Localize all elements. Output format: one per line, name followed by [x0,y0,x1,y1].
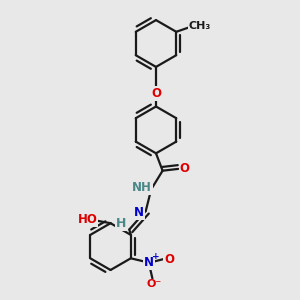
Text: O⁻: O⁻ [146,279,161,290]
Text: HO: HO [77,213,98,226]
Text: H: H [116,217,126,230]
Text: N: N [134,206,144,219]
Text: +: + [152,252,159,261]
Text: O: O [151,87,161,101]
Text: N: N [144,256,154,269]
Text: NH: NH [132,181,152,194]
Text: CH₃: CH₃ [189,21,211,32]
Text: O: O [164,253,174,266]
Text: O: O [180,162,190,176]
